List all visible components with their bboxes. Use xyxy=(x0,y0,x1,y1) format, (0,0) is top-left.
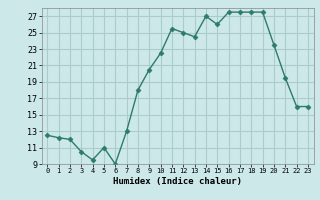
X-axis label: Humidex (Indice chaleur): Humidex (Indice chaleur) xyxy=(113,177,242,186)
